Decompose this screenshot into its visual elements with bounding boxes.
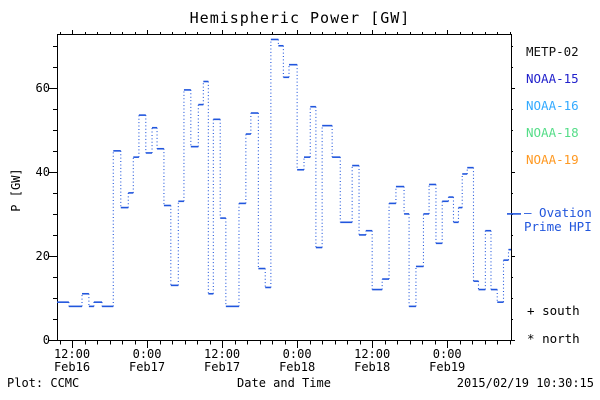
- x-tick-date: Feb18: [354, 359, 391, 374]
- x-tick-date: Feb17: [204, 359, 241, 374]
- plot-frame: [57, 34, 512, 341]
- x-tick-time: 12:00: [53, 347, 91, 361]
- x-tick-label: 0:00 Feb18: [269, 348, 325, 373]
- x-tick-time: 0:00: [132, 347, 162, 361]
- chart-title: Hemispheric Power [GW]: [189, 9, 411, 27]
- legend-item-noaa15: NOAA-15: [526, 71, 579, 86]
- x-axis-label: Date and Time: [237, 376, 331, 390]
- x-tick-label: 0:00 Feb17: [119, 348, 175, 373]
- x-tick-date: Feb19: [429, 359, 466, 374]
- legend-item-noaa18: NOAA-18: [526, 125, 579, 140]
- south-label: south: [542, 303, 580, 318]
- asterisk-marker-icon: *: [527, 331, 535, 346]
- legend-item-noaa16: NOAA-16: [526, 98, 579, 113]
- y-tick-label: 0: [42, 333, 50, 347]
- x-tick-time: 0:00: [432, 347, 462, 361]
- x-tick-time: 12:00: [354, 347, 391, 361]
- x-tick-time: 0:00: [282, 347, 312, 361]
- ovation-legend-line1: – Ovation: [524, 205, 592, 220]
- legend-marker-south: + south: [527, 303, 580, 318]
- legend-marker-north: * north: [527, 331, 580, 346]
- plus-marker-icon: +: [527, 303, 535, 318]
- x-tick-label: 12:00 Feb16: [44, 348, 100, 373]
- legend-item-noaa19: NOAA-19: [526, 152, 579, 167]
- x-tick-date: Feb17: [128, 359, 166, 374]
- y-tick-label: 20: [35, 248, 50, 263]
- x-tick-time: 12:00: [204, 347, 241, 361]
- y-tick-label: 60: [35, 80, 50, 95]
- x-tick-label: 0:00 Feb19: [419, 348, 475, 373]
- x-tick-date: Feb16: [53, 359, 91, 374]
- plot-source-label: Plot: CCMC: [7, 376, 80, 390]
- legend-ovation-prime-hpi: – Ovation Prime HPI: [524, 206, 592, 234]
- ovation-legend-line2: Prime HPI: [524, 219, 592, 234]
- north-label: north: [542, 331, 580, 346]
- y-axis-label: P [GW]: [9, 168, 23, 212]
- y-tick-label: 40: [35, 164, 50, 179]
- x-tick-label: 12:00 Feb17: [194, 348, 250, 373]
- legend-item-metp02: METP-02: [526, 44, 579, 59]
- x-tick-date: Feb18: [279, 359, 316, 374]
- x-tick-label: 12:00 Feb18: [344, 348, 400, 373]
- plot-timestamp: 2015/02/19 10:30:15: [456, 376, 594, 390]
